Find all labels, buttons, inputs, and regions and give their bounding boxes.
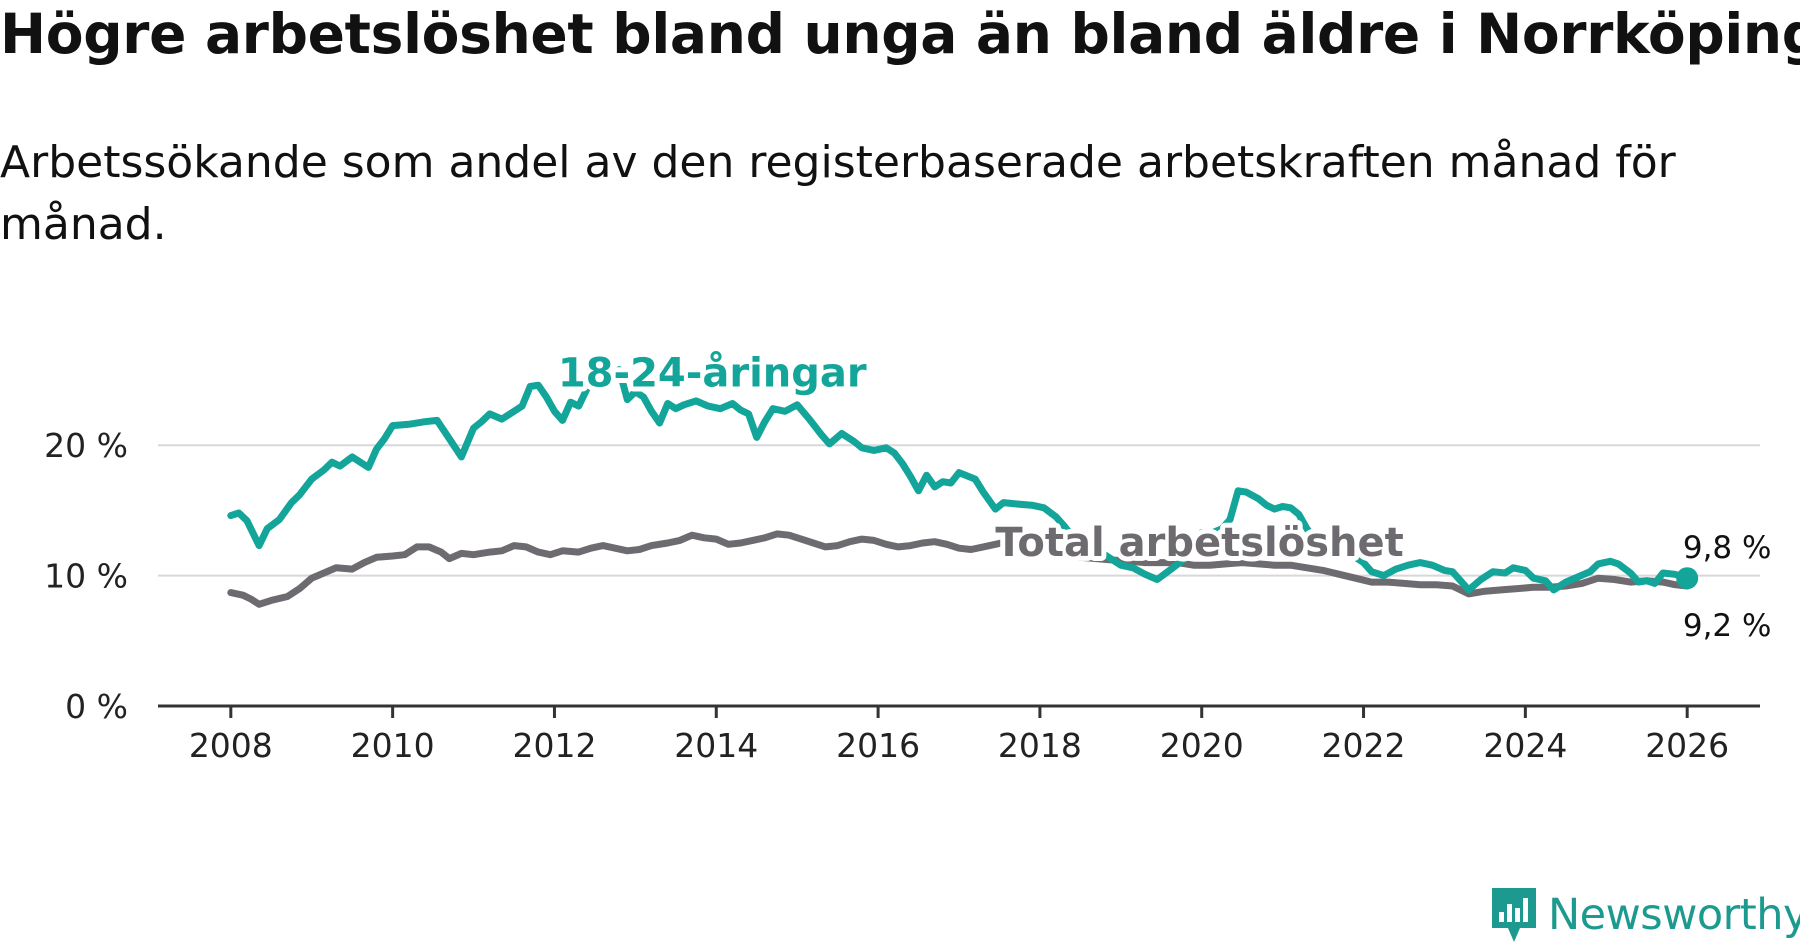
newsworthy-logo[interactable]: Newsworthy [1488,884,1800,946]
chart-title: Högre arbetslöshet bland unga än bland ä… [0,2,1800,66]
series-line-1 [227,530,1691,608]
series-lines [227,366,1691,608]
newsworthy-logo-icon [1492,888,1536,942]
series-end-label-1: 9,2 % [1683,608,1772,644]
x-tick-label-2014: 2014 [674,726,758,765]
x-tick-label-2022: 2022 [1322,726,1406,765]
series-label-1: Total arbetslöshet [995,520,1403,566]
x-tick-label-2020: 2020 [1160,726,1244,765]
chart-subtitle: Arbetssökande som andel av den registerb… [0,137,1676,250]
series-line-0 [227,366,1691,594]
x-tick-label-2018: 2018 [998,726,1082,765]
y-tick-label-10: 10 % [44,557,128,596]
y-tick-label-20: 20 % [44,426,128,465]
series-end-dot-0 [1676,567,1699,590]
x-tick-label-2026: 2026 [1645,726,1729,765]
x-tick-label-2016: 2016 [836,726,920,765]
newsworthy-brand-name: Newsworthy [1548,890,1800,940]
x-tick-label-2010: 2010 [351,726,435,765]
x-tick-label-2012: 2012 [512,726,596,765]
x-axis-ticks: 2008 2010 2012 2014 2016 2018 2020 2022 2024 2026 [189,706,1729,765]
x-tick-label-2024: 2024 [1483,726,1567,765]
y-axis-ticks: 0 % 10 % 20 % [44,426,128,726]
x-tick-label-2008: 2008 [189,726,273,765]
series-labels: 18-24-åringar 9,8 % Total arbetslöshet 9,2 … [553,345,1775,648]
series-label-0: 18-24-åringar [558,350,867,397]
y-tick-label-0: 0 % [65,687,128,726]
series-end-label-0: 9,8 % [1683,530,1772,566]
